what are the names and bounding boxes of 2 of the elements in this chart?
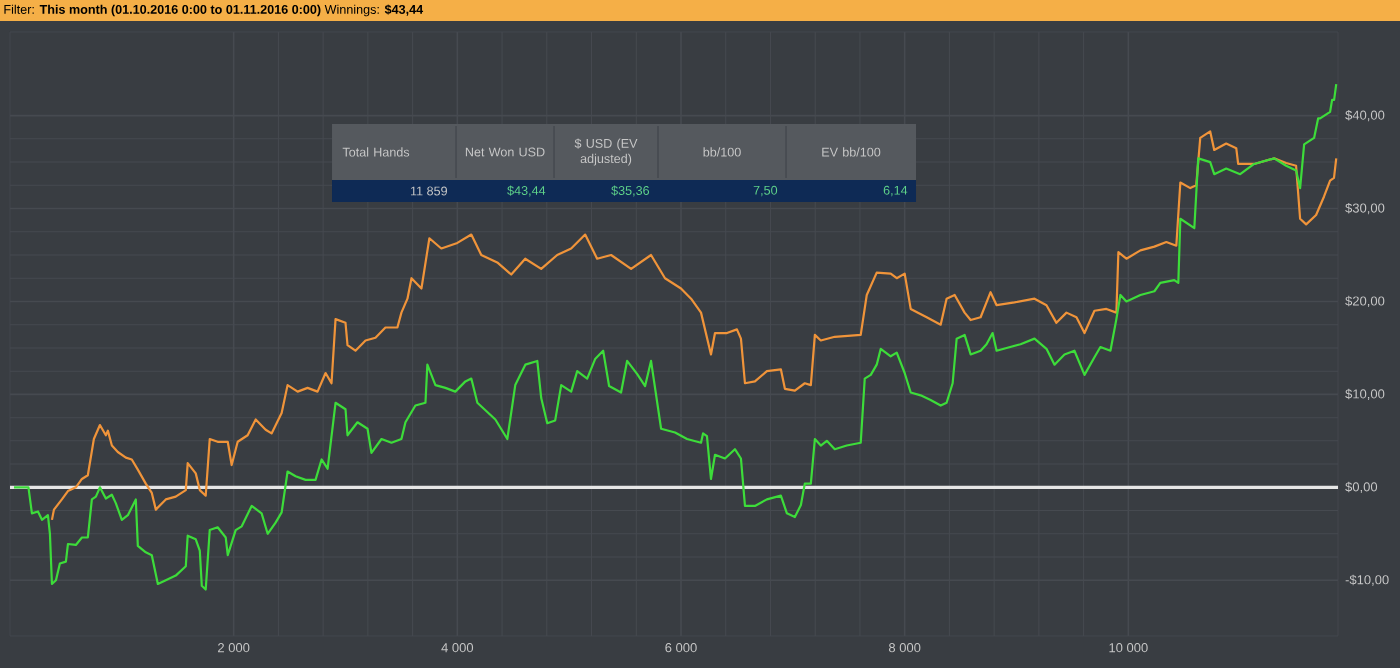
- line-series: [12, 82, 1338, 591]
- line-series: [50, 130, 1338, 521]
